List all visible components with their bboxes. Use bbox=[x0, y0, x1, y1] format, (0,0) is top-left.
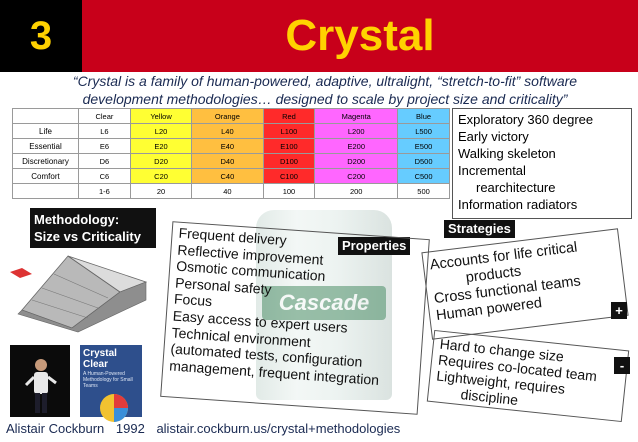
strategy-item: Information radiators bbox=[458, 197, 578, 212]
methodology-label-line-1: Methodology: bbox=[34, 212, 120, 227]
footer-year: 1992 bbox=[115, 421, 145, 436]
grid-cell: C200 bbox=[314, 168, 399, 184]
properties-list: Frequent delivery Reflective improvement… bbox=[160, 221, 430, 415]
grid-cell: D20 bbox=[129, 153, 193, 169]
grid-cell: L6 bbox=[78, 123, 131, 139]
book-title: Crystal Clear bbox=[83, 348, 117, 370]
footer-credits: Alistair Cockburn 1992 alistair.cockburn… bbox=[6, 421, 636, 436]
speaker-leg bbox=[35, 393, 40, 413]
grid-row-label: Life bbox=[12, 123, 79, 139]
grid-cell: E6 bbox=[78, 138, 131, 154]
grid-row: Discretionary D6 D20 D40 D100 D200 D500 bbox=[12, 153, 450, 169]
book-art-segment bbox=[114, 408, 128, 422]
grid-cell: L200 bbox=[314, 123, 399, 139]
definition-quote: “Crystal is a family of human-powered, a… bbox=[20, 72, 630, 108]
grid-row-label: Comfort bbox=[12, 168, 79, 184]
grid-cell: 1-6 bbox=[78, 183, 131, 199]
book-art-segment bbox=[114, 394, 128, 408]
speaker-arm bbox=[47, 375, 57, 385]
grid-cell: L20 bbox=[129, 123, 193, 139]
book-subtitle: A Human-Powered Methodology for Small Te… bbox=[83, 371, 133, 389]
grid-row-label: Discretionary bbox=[12, 153, 79, 169]
grid-cell: 100 bbox=[262, 183, 316, 199]
grid-cell: E20 bbox=[129, 138, 193, 154]
grid-cell: D500 bbox=[397, 153, 450, 169]
pyramid-layer-line bbox=[41, 287, 99, 309]
grid-col-header: Clear bbox=[78, 108, 131, 124]
grid-cell: D100 bbox=[262, 153, 316, 169]
grid-cell: C6 bbox=[78, 168, 131, 184]
speaker-leg bbox=[42, 393, 47, 413]
grid-cell: L500 bbox=[397, 123, 450, 139]
methodology-label: Methodology: Size vs Criticality bbox=[30, 208, 156, 248]
minus-marker: - bbox=[614, 357, 630, 374]
grid-cell: C20 bbox=[129, 168, 193, 184]
grid-row: Comfort C6 C20 C40 C100 C200 C500 bbox=[12, 168, 450, 184]
strategy-item: Incremental bbox=[458, 163, 526, 178]
grid-col-header: Blue bbox=[397, 108, 450, 124]
book-cover-art bbox=[100, 394, 128, 422]
pyramid-layer-line bbox=[31, 299, 89, 319]
slide-title: Crystal bbox=[285, 11, 435, 60]
background-photo-label: Cascade bbox=[262, 286, 386, 320]
grid-row-label: Essential bbox=[12, 138, 79, 154]
grid-cell: 200 bbox=[314, 183, 399, 199]
strategy-item: Early victory bbox=[458, 129, 529, 144]
footer-author: Alistair Cockburn bbox=[6, 421, 105, 436]
grid-cell: C100 bbox=[262, 168, 316, 184]
grid-cell: D6 bbox=[78, 153, 131, 169]
quote-line-2: development methodologies… designed to s… bbox=[82, 91, 568, 107]
grid-cell: E200 bbox=[314, 138, 399, 154]
grid-cell: L100 bbox=[262, 123, 316, 139]
criticality-size-grid: Clear Yellow Orange Red Magenta Blue Lif… bbox=[12, 108, 450, 199]
grid-cell: E100 bbox=[262, 138, 316, 154]
grid-row: 1-6 20 40 100 200 500 bbox=[12, 183, 450, 199]
grid-col-header: Magenta bbox=[314, 108, 399, 124]
pros-list: Accounts for life critical products Cros… bbox=[421, 228, 629, 340]
cons-list: Hard to change size Requires co-located … bbox=[426, 329, 630, 423]
slide-number: 3 bbox=[0, 0, 82, 72]
properties-tag: Properties bbox=[338, 237, 411, 255]
grid-header-row: Clear Yellow Orange Red Magenta Blue bbox=[12, 108, 450, 124]
speaker-head bbox=[35, 359, 47, 371]
grid-cell: D200 bbox=[314, 153, 399, 169]
grid-cell: C500 bbox=[397, 168, 450, 184]
grid-cell: D40 bbox=[191, 153, 264, 169]
grid-cell: E40 bbox=[191, 138, 264, 154]
grid-cell: L40 bbox=[191, 123, 264, 139]
grid-col-header: Orange bbox=[191, 108, 264, 124]
crystal-clear-book-cover: Crystal Clear A Human-Powered Methodolog… bbox=[80, 345, 142, 422]
strategy-item: rearchitecture bbox=[476, 180, 556, 195]
speaker-arm bbox=[24, 375, 36, 387]
grid-cell: 20 bbox=[129, 183, 193, 199]
grid-cell: 500 bbox=[397, 183, 450, 199]
strategies-list: Exploratory 360 degree Early victory Wal… bbox=[452, 108, 632, 219]
speaker-photo bbox=[10, 345, 70, 417]
strategy-item: Exploratory 360 degree bbox=[458, 112, 594, 127]
methodology-pyramid-diagram bbox=[10, 255, 148, 333]
header-bar bbox=[0, 0, 638, 72]
grid-cell: 40 bbox=[191, 183, 264, 199]
grid-row-label bbox=[12, 183, 79, 199]
methodology-label-line-2: Size vs Criticality bbox=[34, 229, 141, 244]
plus-marker: + bbox=[611, 302, 627, 319]
grid-row: Essential E6 E20 E40 E100 E200 E500 bbox=[12, 138, 450, 154]
footer-url[interactable]: alistair.cockburn.us/crystal+methodologi… bbox=[156, 421, 401, 436]
grid-cell: C40 bbox=[191, 168, 264, 184]
grid-col-header: Yellow bbox=[129, 108, 193, 124]
grid-col-header: Red bbox=[262, 108, 316, 124]
quote-line-1: “Crystal is a family of human-powered, a… bbox=[72, 73, 578, 89]
strategies-tag: Strategies bbox=[444, 220, 515, 238]
strategy-item: Walking skeleton bbox=[458, 146, 556, 161]
pyramid-layer-line bbox=[53, 273, 109, 299]
pyramid-accent-marker bbox=[10, 268, 32, 278]
grid-corner bbox=[12, 108, 79, 124]
speaker-shirt bbox=[34, 372, 48, 394]
grid-row: Life L6 L20 L40 L100 L200 L500 bbox=[12, 123, 450, 139]
grid-cell: E500 bbox=[397, 138, 450, 154]
pyramid-base bbox=[17, 281, 147, 333]
